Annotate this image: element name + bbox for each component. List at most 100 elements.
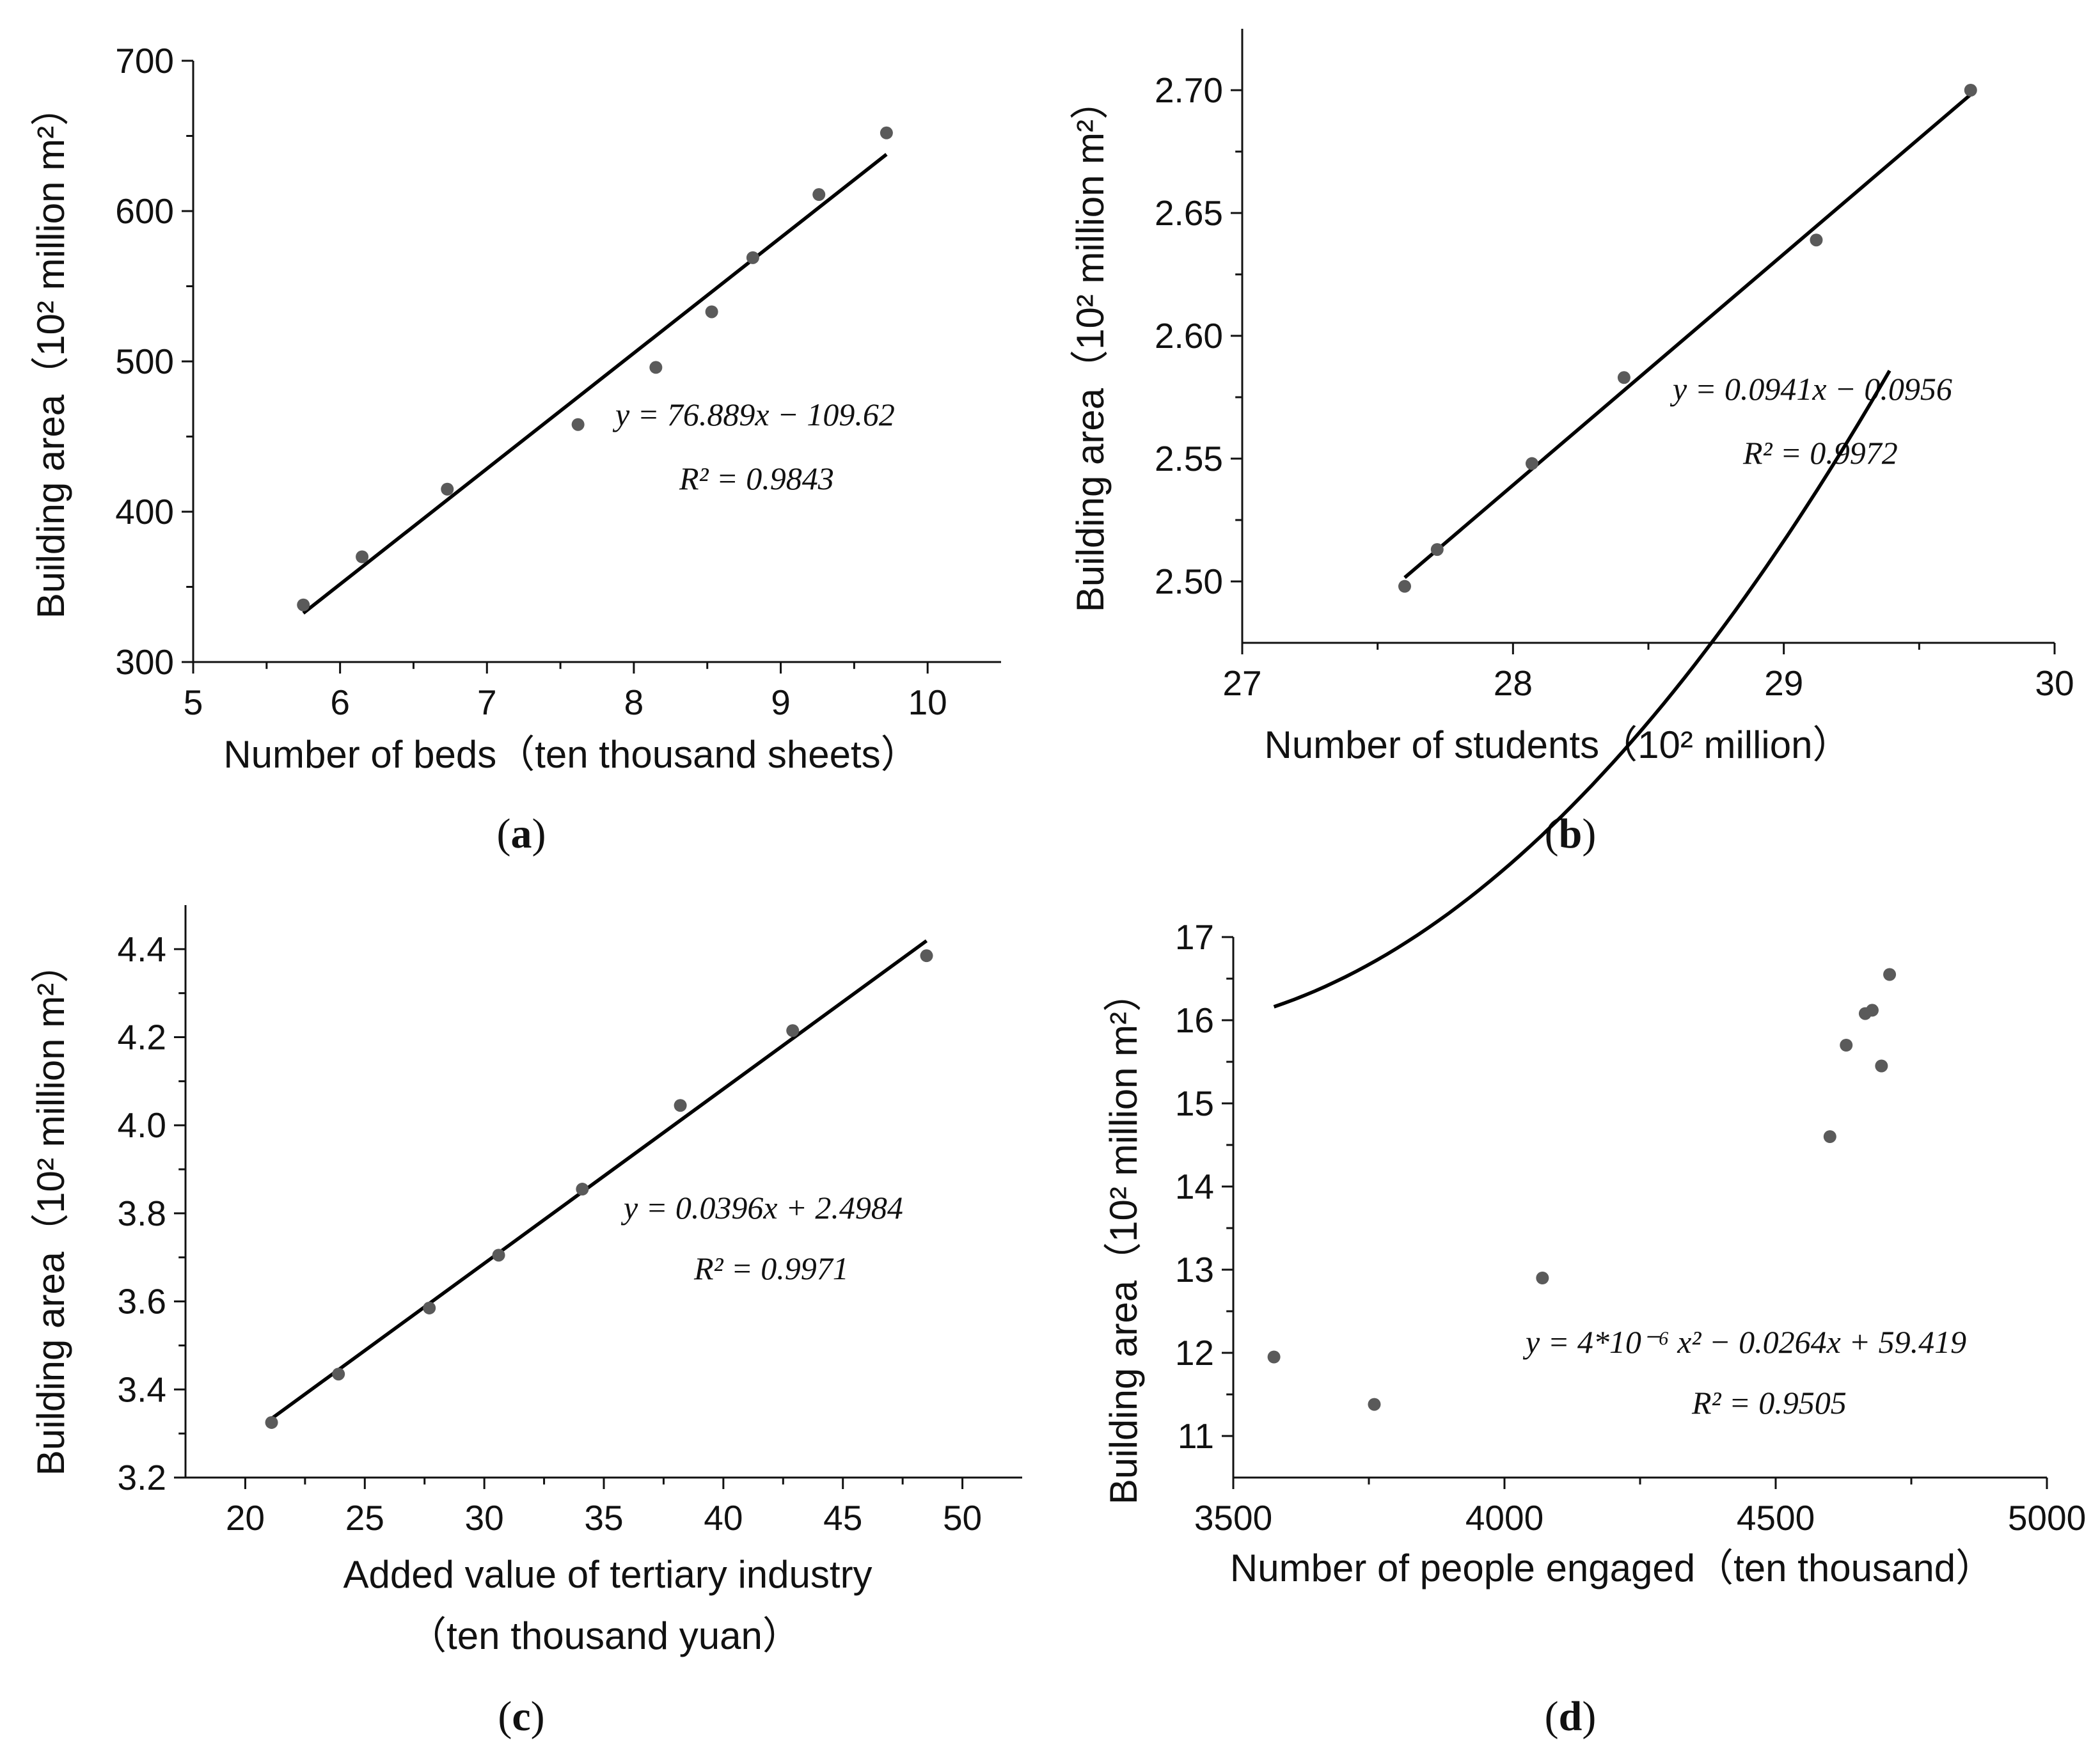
panel-b-x-tick-label: 29 [1764, 663, 1803, 703]
panel-a-data-point [746, 251, 759, 264]
panel-c-data-point [920, 949, 933, 963]
panel-b-y-tick-label: 2.55 [1155, 439, 1223, 478]
panel-b-y-tick-label: 2.65 [1155, 193, 1223, 233]
panel-d-data-point [1536, 1272, 1549, 1284]
panel-a-label: (a) [497, 810, 546, 857]
panel-b-x-tick-label: 30 [2035, 663, 2074, 703]
panel-d-data-point [1267, 1350, 1281, 1364]
panel-a-x-tick-label: 7 [477, 682, 497, 722]
panel-b: y = 0.0941x − 0.0956 R² = 0.9972 Number … [1069, 29, 2074, 857]
panel-c-y-tick-label: 3.8 [118, 1194, 166, 1233]
panel-c-data-point [332, 1368, 345, 1381]
panel-a-data-point [705, 305, 718, 319]
panel-d-y-tick-label: 15 [1175, 1084, 1214, 1123]
panel-d-label: (d) [1545, 1693, 1597, 1740]
panel-b-fit-line [1403, 93, 1972, 580]
panel-b-data-point [1964, 84, 1977, 97]
panel-a-y-tick-label: 600 [115, 191, 174, 231]
panel-c-x-tick-label: 20 [226, 1498, 265, 1538]
panel-a-x-tick-label: 6 [330, 682, 350, 722]
panel-d-y-tick-label: 16 [1175, 1000, 1214, 1040]
panel-c-fit-line [270, 939, 928, 1421]
panel-d-y-tick-label: 11 [1178, 1416, 1214, 1456]
panel-a-y-tick-label: 400 [115, 492, 174, 532]
panel-d-data-point [1840, 1039, 1853, 1052]
panel-b-x-tick-label: 27 [1222, 663, 1261, 703]
panel-a-data-point [441, 482, 454, 496]
panel-c-y-tick-label: 3.4 [118, 1369, 166, 1409]
panel-c: y = 0.0396x + 2.4984 R² = 0.9971 Added v… [29, 905, 1022, 1740]
panel-a-y-axis-label: Building area（10² million m²） [29, 88, 72, 619]
panel-c-y-tick-label: 4.2 [118, 1018, 166, 1057]
panel-d-data-point [1883, 968, 1897, 981]
panel-b-r2: R² = 0.9972 [1742, 435, 1898, 471]
panel-d-y-tick-label: 14 [1175, 1167, 1214, 1206]
panel-b-data-point [1810, 233, 1823, 247]
panel-b-data-point [1525, 457, 1538, 470]
panel-b-y-tick-label: 2.60 [1155, 316, 1223, 356]
panel-b-data-point [1617, 371, 1630, 384]
panel-a-x-tick-label: 8 [624, 682, 644, 722]
panel-b-label: (b) [1545, 810, 1597, 857]
panel-b-y-tick-label: 2.70 [1155, 70, 1223, 110]
panel-b-data-point [1398, 580, 1411, 593]
panel-d-data-point [1865, 1004, 1879, 1017]
panel-c-data-point [674, 1099, 687, 1112]
panel-b-y-axis-label: Building area（10² million m²） [1069, 81, 1112, 612]
panel-b-x-tick-label: 28 [1494, 663, 1533, 703]
panel-a-equation: y = 76.889x − 109.62 [612, 397, 895, 432]
panel-c-data-point [492, 1249, 505, 1262]
panel-c-x-tick-label: 25 [345, 1498, 384, 1538]
panel-a-x-tick-label: 9 [771, 682, 791, 722]
panel-c-data-point [576, 1183, 589, 1196]
panel-c-y-tick-label: 3.6 [118, 1282, 166, 1321]
panel-a: y = 76.889x − 109.62 R² = 0.9843 Number … [29, 41, 1001, 857]
panel-a-fit-line [302, 153, 888, 615]
panel-c-x-axis-label: Added value of tertiary industry [343, 1553, 872, 1596]
panel-c-x-tick-label: 50 [943, 1498, 982, 1538]
panel-c-y-tick-label: 3.2 [118, 1458, 166, 1497]
panel-d-r2: R² = 0.9505 [1691, 1385, 1847, 1421]
panel-d-x-axis-label: Number of people engaged（ten thousand） [1230, 1547, 1994, 1589]
panel-b-y-tick-label: 2.50 [1155, 562, 1223, 601]
panel-d-y-axis-label: Building area（10² million m²） [1102, 974, 1145, 1504]
panel-d-x-tick-label: 4000 [1465, 1498, 1543, 1538]
panel-c-equation: y = 0.0396x + 2.4984 [620, 1190, 903, 1226]
panel-c-data-point [423, 1301, 436, 1314]
panel-b-data-point [1430, 543, 1444, 556]
panel-c-x-tick-label: 35 [584, 1498, 623, 1538]
panel-d-fit-line [1273, 370, 1891, 1009]
panel-c-label: (c) [498, 1693, 544, 1740]
panel-d-y-tick-label: 12 [1175, 1333, 1214, 1373]
panel-b-equation: y = 0.0941x − 0.0956 [1670, 371, 1952, 407]
panel-a-data-point [571, 418, 585, 431]
panel-c-x-axis-label-line2: （ten thousand yuan） [408, 1614, 801, 1657]
panel-d-data-point [1875, 1059, 1888, 1073]
panel-a-y-tick-label: 300 [115, 642, 174, 682]
panel-a-r2: R² = 0.9843 [679, 461, 834, 496]
panel-a-data-point [356, 550, 369, 564]
panel-c-data-point [786, 1024, 800, 1037]
panel-a-data-point [812, 188, 826, 201]
panel-a-data-point [297, 598, 310, 611]
panel-d-equation: y = 4*10⁻⁶ x² − 0.0264x + 59.419 [1522, 1324, 1966, 1360]
panel-d-y-tick-label: 17 [1175, 917, 1214, 957]
panel-d-y-tick-label: 13 [1175, 1250, 1214, 1290]
panel-d-x-tick-label: 5000 [2008, 1498, 2086, 1538]
panel-d-x-tick-label: 3500 [1194, 1498, 1272, 1538]
panel-c-y-tick-label: 4.0 [118, 1105, 166, 1145]
panel-c-x-tick-label: 40 [704, 1498, 743, 1538]
panel-c-data-point [265, 1416, 278, 1429]
panel-a-x-axis-label: Number of beds（ten thousand sheets） [223, 733, 919, 776]
panel-a-x-tick-label: 10 [908, 682, 947, 722]
panel-d-data-point [1823, 1130, 1836, 1143]
panel-a-data-point [649, 361, 663, 374]
panel-c-x-tick-label: 30 [465, 1498, 504, 1538]
panel-a-x-tick-label: 5 [184, 682, 203, 722]
panel-b-x-axis-label: Number of students（10² million） [1264, 723, 1851, 766]
panel-c-y-axis-label: Building area（10² million m²） [29, 945, 72, 1476]
panel-c-y-tick-label: 4.4 [118, 929, 166, 969]
panel-a-y-tick-label: 700 [115, 41, 174, 81]
